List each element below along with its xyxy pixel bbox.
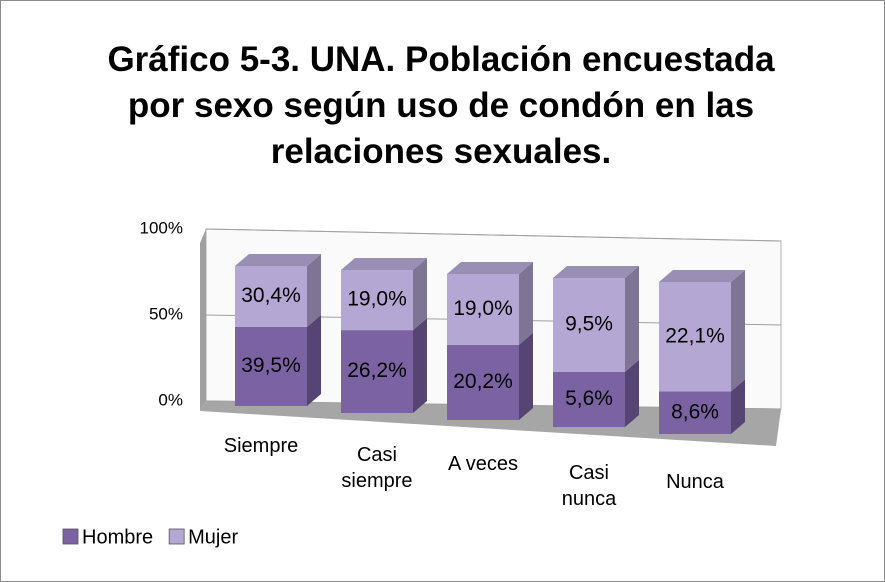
bar xyxy=(659,391,731,434)
x-tick-label: A veces xyxy=(447,453,519,475)
bar xyxy=(235,266,307,327)
bar-side xyxy=(519,262,533,345)
bar-side xyxy=(413,258,427,331)
data-label: 20,2% xyxy=(453,370,513,393)
legend-label: Mujer xyxy=(188,526,238,548)
bar xyxy=(341,270,413,331)
bar-side xyxy=(731,270,745,392)
x-tick-label: Siempre xyxy=(223,435,299,457)
data-label: 8,6% xyxy=(671,400,719,423)
data-label: 30,4% xyxy=(241,284,301,307)
bar-side xyxy=(307,314,321,406)
x-tick-label: Casi nunca xyxy=(561,462,617,510)
data-label: 9,5% xyxy=(565,312,613,335)
bar xyxy=(341,330,413,413)
bar xyxy=(447,274,519,345)
bar-top xyxy=(447,262,533,274)
y-tick-label: 0% xyxy=(158,390,183,409)
data-label: 19,0% xyxy=(347,288,407,311)
data-label: 26,2% xyxy=(347,359,407,382)
bar-side xyxy=(519,332,533,420)
chart-title: Gráfico 5-3. UNA. Población encuestada p… xyxy=(107,40,775,171)
x-tick-label: Casi siempre xyxy=(341,444,413,492)
bar xyxy=(447,344,519,420)
data-label: 5,6% xyxy=(565,387,613,410)
bar xyxy=(235,326,307,406)
grid-line xyxy=(205,228,782,242)
data-label: 19,0% xyxy=(453,297,513,320)
legend-label: Hombre xyxy=(82,526,153,548)
bar xyxy=(553,278,625,372)
legend-swatch xyxy=(168,528,185,545)
bar-top xyxy=(659,270,745,282)
bar xyxy=(659,282,731,392)
bar-top xyxy=(341,258,427,270)
bar xyxy=(553,371,625,427)
bar-top xyxy=(235,254,321,266)
data-label: 22,1% xyxy=(665,324,725,347)
bar-side xyxy=(413,318,427,413)
bar-top xyxy=(553,266,639,278)
y-tick-label: 50% xyxy=(149,304,183,323)
bar-side xyxy=(625,359,639,427)
y-tick-label: 100% xyxy=(140,218,183,237)
bar-side xyxy=(731,379,745,434)
bar-side xyxy=(625,266,639,372)
x-tick-label: Nunca xyxy=(666,471,724,493)
legend-swatch xyxy=(62,528,79,545)
data-label: 39,5% xyxy=(241,354,301,377)
side-wall xyxy=(200,229,206,411)
bar-side xyxy=(307,254,321,327)
